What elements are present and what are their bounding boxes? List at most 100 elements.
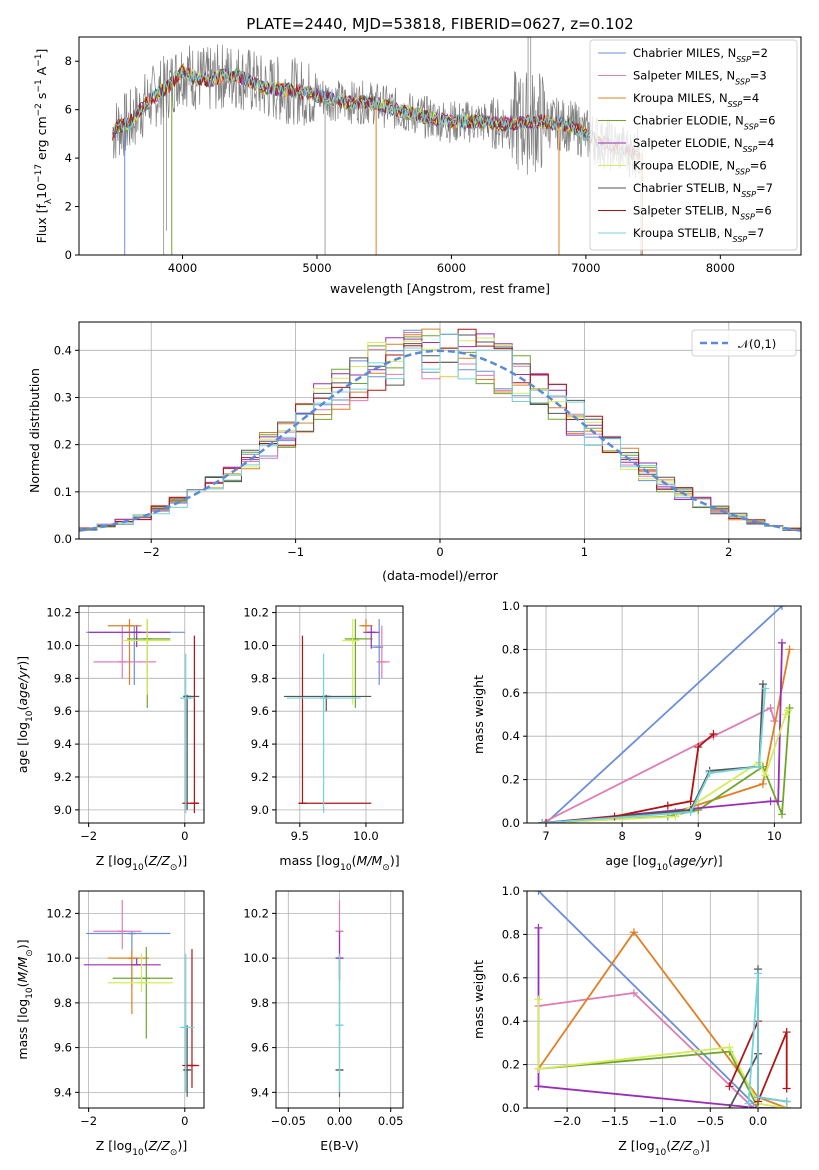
legend-entry: Kroupa STELIB, NSSP=7 bbox=[633, 226, 764, 244]
tick-label-x: 4000 bbox=[168, 261, 197, 275]
weight-line bbox=[537, 930, 788, 1108]
tick-label-y: 9.4 bbox=[251, 737, 269, 751]
tick-label-y: 0 bbox=[65, 248, 72, 262]
tick-label-y: 9.8 bbox=[54, 996, 72, 1010]
tick-label-y: 6 bbox=[65, 103, 72, 117]
plot-area bbox=[86, 619, 200, 814]
tick-label-y: 0.0 bbox=[54, 532, 72, 546]
weight-point bbox=[774, 797, 783, 806]
tick-label-y: 9.2 bbox=[251, 770, 269, 784]
weight-point bbox=[782, 1028, 791, 1037]
tick-label-y: 0.8 bbox=[502, 927, 520, 941]
x-axis-label: Z [log10(Z/Z⊙)] bbox=[618, 1138, 709, 1158]
tick-label-y: 0.1 bbox=[54, 485, 72, 499]
figure-title: PLATE=2440, MJD=53818, FIBERID=0627, z=0… bbox=[246, 15, 633, 33]
y-axis-label: mass weight bbox=[471, 960, 486, 1039]
y-axis-label: Flux [fλ10−17 erg cm−2 s−1 A−1] bbox=[34, 49, 54, 244]
weight-point bbox=[725, 1082, 734, 1091]
errorbar bbox=[283, 694, 372, 712]
legend: 𝒩(0,1) bbox=[691, 329, 797, 357]
plot-area bbox=[79, 328, 801, 532]
legend-entry: 𝒩(0,1) bbox=[738, 337, 776, 351]
errorbar bbox=[298, 635, 372, 804]
tick-label-y: 0.8 bbox=[502, 642, 520, 656]
weight-point bbox=[777, 810, 786, 819]
errorbar bbox=[107, 619, 142, 685]
legend-frame bbox=[589, 39, 798, 251]
weight-point bbox=[782, 1097, 791, 1106]
errorbar bbox=[83, 958, 161, 966]
weight-point bbox=[705, 769, 714, 778]
axes-frame bbox=[526, 605, 802, 824]
weight-point bbox=[694, 743, 703, 752]
weight-point bbox=[784, 706, 793, 715]
weight-point bbox=[725, 1043, 734, 1052]
weight-point bbox=[610, 812, 619, 821]
plot-area bbox=[538, 606, 794, 823]
tick-label-x: −1 bbox=[287, 545, 304, 559]
weight-point bbox=[686, 808, 695, 817]
tick-label-y: 9.0 bbox=[251, 803, 269, 817]
legend-entry: Chabrier STELIB, NSSP=7 bbox=[633, 181, 773, 199]
weight-point bbox=[534, 995, 543, 1004]
weight-line bbox=[545, 733, 715, 823]
normal-curve bbox=[79, 349, 801, 532]
weight-point bbox=[758, 779, 767, 788]
errorbar bbox=[359, 619, 373, 633]
tick-label-y: 4 bbox=[65, 151, 72, 165]
tick-label-x: 8000 bbox=[706, 261, 735, 275]
tick-label-x: 0 bbox=[181, 829, 188, 843]
legend-entry: Kroupa MILES, NSSP=4 bbox=[633, 91, 759, 109]
weight-point bbox=[755, 762, 764, 771]
legend-entry: Salpeter STELIB, NSSP=6 bbox=[633, 204, 772, 222]
y-axis-label: Normed distribution bbox=[27, 368, 42, 493]
errorbar bbox=[342, 619, 360, 705]
weight-line bbox=[541, 706, 776, 823]
plot-area bbox=[112, 37, 643, 255]
weight-point bbox=[663, 801, 672, 810]
tick-label-x: 0.00 bbox=[327, 1114, 353, 1128]
axes-frame bbox=[526, 890, 802, 1109]
weight-point bbox=[754, 969, 763, 978]
tick-label-y: 9.6 bbox=[251, 704, 269, 718]
x-axis-label: Z [log10(Z/Z⊙)] bbox=[96, 1138, 187, 1158]
tick-label-y: 0.0 bbox=[502, 816, 520, 830]
weight-point bbox=[781, 710, 790, 719]
legend-entry: Salpeter MILES, NSSP=3 bbox=[633, 69, 767, 87]
panel-mass_vs_ebv: −0.05 0.00 0.05 9.4 9.6 9.8 10.0 10.2 E(B-V) bbox=[243, 890, 404, 1153]
tick-label-y: 9.2 bbox=[54, 770, 72, 784]
tick-label-y: 10.0 bbox=[243, 951, 269, 965]
tick-label-y: 0.4 bbox=[502, 729, 520, 743]
tick-label-x: 1 bbox=[581, 545, 588, 559]
tick-label-y: 0.0 bbox=[502, 1101, 520, 1115]
errorbar bbox=[107, 953, 173, 992]
errorbar bbox=[286, 653, 361, 814]
errorbar bbox=[88, 625, 171, 648]
weight-point bbox=[534, 1082, 543, 1091]
tick-label-y: 1.0 bbox=[502, 599, 520, 613]
tick-label-y: 10.0 bbox=[243, 638, 269, 652]
tick-label-y: 9.6 bbox=[251, 1041, 269, 1055]
y-axis-label: age [log10(age/yr)] bbox=[15, 656, 35, 773]
tick-label-x: −1.0 bbox=[649, 1114, 677, 1128]
tick-label-y: 2 bbox=[65, 200, 72, 214]
errorbar bbox=[112, 946, 173, 1039]
weight-point bbox=[538, 819, 547, 823]
tick-label-x: −2 bbox=[80, 1114, 97, 1128]
tick-label-y: 10.2 bbox=[243, 906, 269, 920]
panel-age_vs_mass: 9.5 10.0 9.0 9.2 9.4 9.6 9.8 10.0 10.2 mass [log1… bbox=[243, 605, 404, 873]
panel-residuals: −2 −1 0 1 2 0.0 0.1 0.2 0.3 0.4 (data-model)/error… bbox=[27, 321, 802, 583]
tick-label-y: 1.0 bbox=[502, 884, 520, 898]
x-axis-label: (data-model)/error bbox=[382, 568, 499, 583]
weight-point bbox=[744, 1099, 753, 1108]
errorbar bbox=[335, 953, 344, 1093]
tick-label-x: −1.5 bbox=[601, 1114, 629, 1128]
errorbar bbox=[86, 625, 185, 685]
tick-label-y: 10.0 bbox=[46, 951, 72, 965]
errorbar bbox=[122, 619, 171, 695]
tick-label-x: −2 bbox=[143, 545, 160, 559]
weight-point bbox=[709, 730, 718, 739]
errorbar bbox=[376, 625, 390, 679]
x-axis-label: E(B-V) bbox=[320, 1138, 359, 1153]
